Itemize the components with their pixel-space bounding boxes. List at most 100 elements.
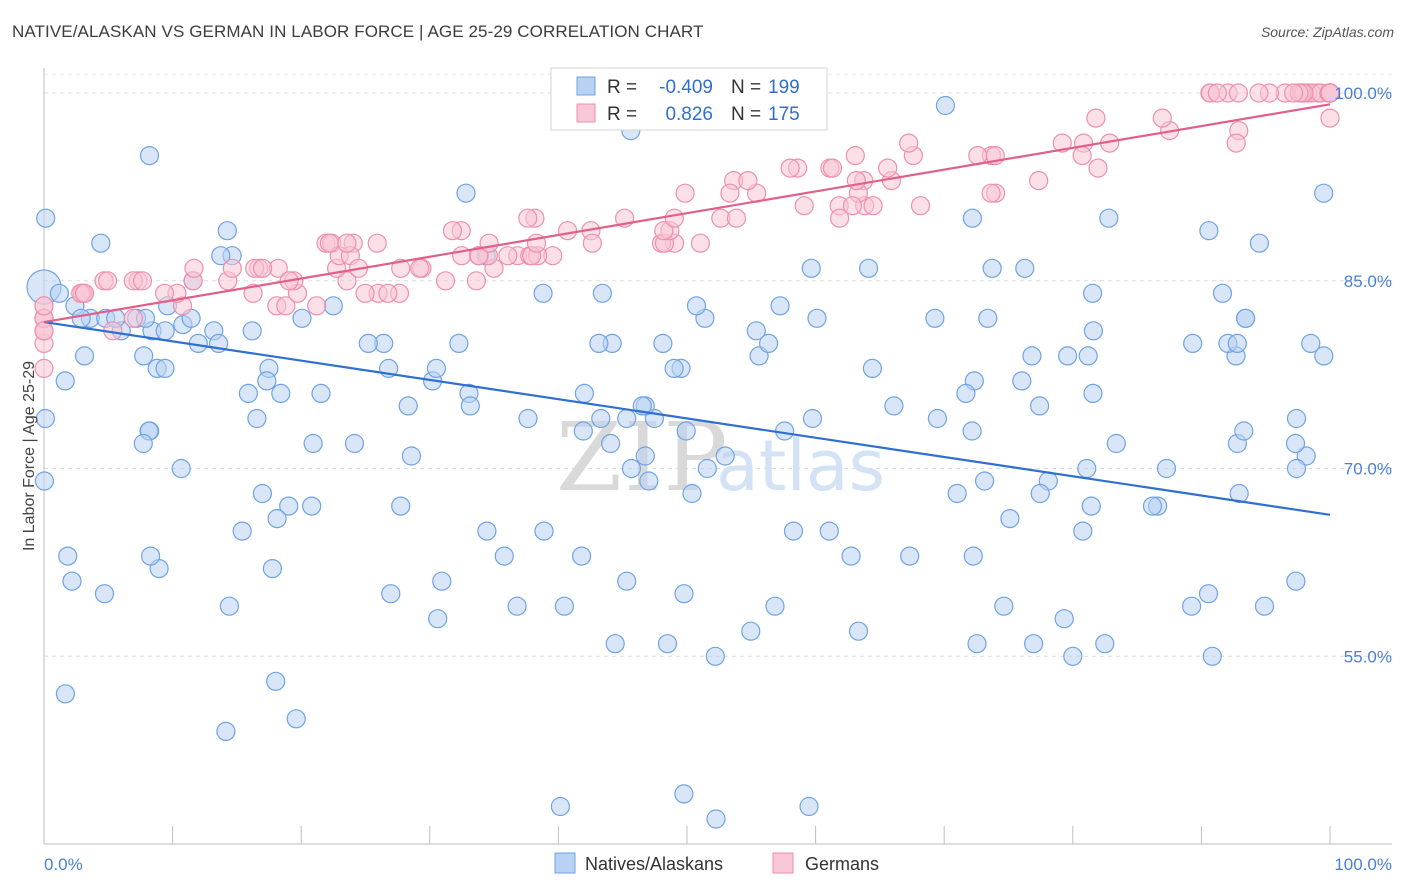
n-point-195 bbox=[426, 358, 446, 378]
y-tick-label-100: 100.0% bbox=[1334, 84, 1392, 103]
n-point-116 bbox=[1212, 283, 1233, 303]
n-point-153 bbox=[705, 646, 725, 666]
n-point-130 bbox=[1081, 496, 1101, 516]
n-point-41 bbox=[617, 408, 637, 429]
n-point-21 bbox=[884, 396, 904, 416]
g-point-61 bbox=[479, 233, 499, 253]
legend-r-label-germans: R = bbox=[607, 104, 637, 125]
legend-box bbox=[550, 67, 828, 131]
legend-r-value-natives: -0.409 bbox=[659, 77, 713, 98]
n-point-148 bbox=[653, 333, 673, 353]
n-point-13 bbox=[1083, 321, 1104, 341]
y-tick-label-55: 55.0% bbox=[1344, 647, 1392, 666]
n-point-54 bbox=[1156, 458, 1177, 479]
g-point-151 bbox=[34, 321, 54, 341]
g-point-96 bbox=[1152, 108, 1172, 128]
n-point-37 bbox=[639, 471, 659, 491]
n-point-188 bbox=[211, 246, 231, 266]
n-point-199 bbox=[783, 521, 804, 541]
n-point-175 bbox=[267, 508, 287, 529]
n-point-26 bbox=[34, 471, 55, 491]
g-point-78 bbox=[738, 171, 758, 191]
g-point-116 bbox=[1249, 83, 1269, 103]
g-point-164 bbox=[780, 158, 800, 178]
n-point-47 bbox=[217, 221, 237, 241]
n-point-196 bbox=[1054, 609, 1074, 629]
g-point-160 bbox=[981, 183, 1001, 203]
n-point-160 bbox=[741, 621, 761, 641]
n-point-32 bbox=[571, 546, 592, 566]
n-point-91 bbox=[715, 446, 735, 466]
n-point-158 bbox=[460, 396, 480, 416]
n-point-51 bbox=[1078, 346, 1098, 366]
n-point-198 bbox=[635, 446, 655, 466]
n-point-90 bbox=[216, 721, 236, 742]
n-point-107 bbox=[956, 383, 976, 403]
n-point-18 bbox=[449, 333, 469, 353]
g-point-94 bbox=[1072, 146, 1092, 166]
n-point-85 bbox=[657, 634, 678, 654]
n-point-146 bbox=[1229, 483, 1249, 504]
g-point-71 bbox=[319, 233, 339, 253]
g-point-92 bbox=[1320, 108, 1340, 128]
n-point-71 bbox=[257, 371, 277, 391]
g-point-102 bbox=[1086, 108, 1106, 128]
g-point-75 bbox=[829, 208, 850, 228]
n-point-56 bbox=[323, 296, 343, 316]
n-point-73 bbox=[279, 496, 299, 516]
n-point-94 bbox=[1000, 508, 1020, 529]
n-point-123 bbox=[35, 408, 56, 429]
g-point-141 bbox=[1320, 83, 1340, 103]
bottom-legend: Natives/Alaskans Germans bbox=[554, 852, 879, 874]
n-point-133 bbox=[765, 596, 785, 616]
g-point-174 bbox=[34, 296, 54, 316]
g-point-172 bbox=[132, 271, 153, 291]
n-point-86 bbox=[494, 546, 514, 566]
n-point-173 bbox=[674, 584, 694, 604]
n-point-169 bbox=[62, 571, 82, 591]
n-point-150 bbox=[55, 371, 75, 391]
trend-lines bbox=[43, 103, 1331, 516]
n-point-44 bbox=[1057, 346, 1078, 366]
n-point-95 bbox=[1227, 333, 1247, 353]
g-point-158 bbox=[846, 171, 867, 191]
n-point-117 bbox=[550, 796, 571, 817]
g-point-150 bbox=[184, 258, 204, 278]
n-point-72 bbox=[71, 308, 91, 328]
n-point-1 bbox=[49, 283, 70, 303]
bottom-legend-swatch-germans bbox=[772, 852, 794, 874]
n-point-156 bbox=[706, 809, 726, 829]
n-point-57 bbox=[432, 571, 452, 591]
g-point-20 bbox=[355, 283, 375, 303]
n-point-192 bbox=[155, 321, 175, 341]
n-point-159 bbox=[1202, 646, 1222, 666]
n-point-193 bbox=[1286, 458, 1307, 479]
n-point-98 bbox=[664, 358, 684, 378]
n-point-103 bbox=[674, 784, 694, 804]
n-point-166 bbox=[994, 596, 1014, 616]
g-point-136 bbox=[1228, 83, 1249, 103]
n-point-185 bbox=[1199, 221, 1219, 241]
n-point-39 bbox=[801, 258, 821, 278]
n-point-120 bbox=[1015, 258, 1035, 278]
legend-n-label-natives: N = bbox=[731, 77, 761, 98]
n-point-53 bbox=[554, 596, 575, 616]
g-point-142 bbox=[1207, 83, 1228, 103]
n-point-31 bbox=[401, 446, 421, 466]
n-point-147 bbox=[807, 308, 827, 328]
n-point-152 bbox=[947, 483, 967, 504]
n-point-189 bbox=[819, 521, 839, 541]
n-point-75 bbox=[232, 521, 252, 541]
n-point-143 bbox=[141, 546, 161, 566]
legend-r-label-natives: R = bbox=[607, 77, 637, 98]
g-point-39 bbox=[253, 258, 273, 278]
n-point-170 bbox=[962, 421, 982, 441]
n-point-29 bbox=[1301, 333, 1321, 353]
bottom-legend-swatch-natives bbox=[554, 852, 576, 874]
n-point-155 bbox=[1254, 596, 1275, 616]
n-point-16 bbox=[592, 283, 613, 303]
n-point-157 bbox=[358, 333, 378, 353]
n-point-42 bbox=[311, 383, 331, 403]
g-point-80 bbox=[863, 196, 883, 216]
chart-title: NATIVE/ALASKAN VS GERMAN IN LABOR FORCE … bbox=[12, 22, 704, 41]
